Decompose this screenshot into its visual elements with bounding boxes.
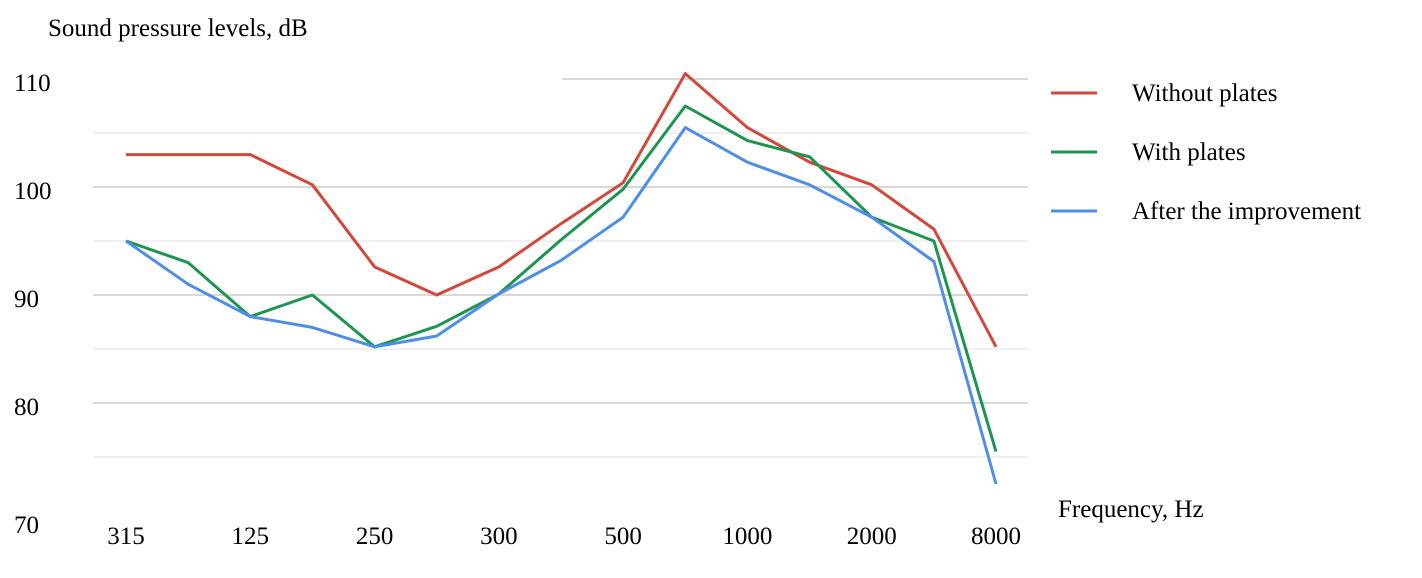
y-axis-label: Sound pressure levels, dB bbox=[48, 15, 308, 42]
series-line-2 bbox=[125, 104, 998, 453]
x-tick-label: 300 bbox=[480, 523, 518, 550]
x-tick-label: 315 bbox=[107, 523, 145, 550]
x-tick-label: 250 bbox=[356, 523, 394, 550]
x-axis-ticks: 315 125 250 300 500 1000 2000 8000 bbox=[107, 523, 1021, 550]
series-line-3 bbox=[125, 126, 998, 485]
y-axis-ticks: 110 100 90 80 70 bbox=[14, 70, 52, 539]
x-tick-label: 500 bbox=[604, 523, 642, 550]
legend-label: Without plates bbox=[1132, 80, 1278, 107]
x-tick-label: 8000 bbox=[971, 523, 1021, 550]
x-tick-label: 1000 bbox=[722, 523, 772, 550]
series-lines bbox=[125, 72, 998, 485]
series-line-1 bbox=[126, 72, 998, 348]
legend-label: After the improvement bbox=[1132, 198, 1361, 225]
legend-label: With plates bbox=[1132, 139, 1246, 166]
y-tick-label: 80 bbox=[14, 394, 39, 421]
x-tick-label: 2000 bbox=[847, 523, 897, 550]
x-axis-label: Frequency, Hz bbox=[1058, 496, 1204, 523]
y-tick-label: 70 bbox=[14, 512, 39, 539]
x-tick-label: 125 bbox=[232, 523, 270, 550]
y-tick-label: 100 bbox=[14, 178, 52, 205]
legend: Without plates With plates After the impro… bbox=[1051, 80, 1361, 225]
y-tick-label: 110 bbox=[14, 70, 51, 97]
gridlines bbox=[93, 78, 1028, 458]
y-tick-label: 90 bbox=[14, 286, 39, 313]
